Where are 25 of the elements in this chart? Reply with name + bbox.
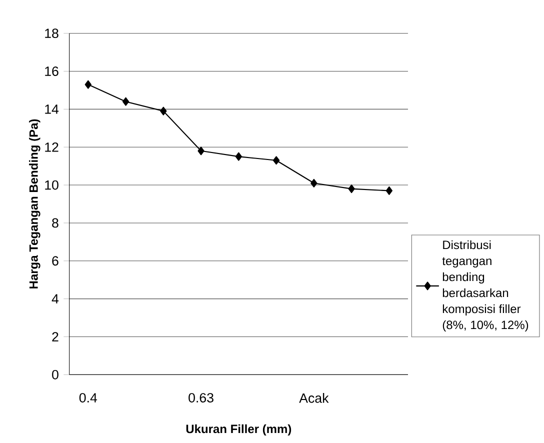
y-tick-label: 10 xyxy=(45,180,58,190)
x-axis-title: Ukuran Filler (mm) xyxy=(186,424,292,436)
x-tick-label: 0.63 xyxy=(188,393,214,403)
y-tick-label: 12 xyxy=(45,142,58,152)
y-tick-label: 16 xyxy=(45,66,58,76)
y-tick-label: 4 xyxy=(52,294,59,304)
point xyxy=(198,146,204,156)
point xyxy=(272,156,280,165)
y-tick-label: 18 xyxy=(45,28,58,38)
point xyxy=(160,106,167,116)
y-tick-label: 14 xyxy=(45,104,59,114)
point xyxy=(235,152,242,162)
point xyxy=(84,80,92,89)
y-axis-title: Harga Tegangan Bending (Pa) xyxy=(29,120,40,289)
point xyxy=(310,179,318,188)
x-tick-label: 0.4 xyxy=(79,393,98,403)
y-tick-label: 6 xyxy=(52,256,58,266)
y-tick-label: 0 xyxy=(52,370,58,380)
legend-label: Distribusi tegangan bending berdasarkan komposisi filler (8%, 10%, 12%) xyxy=(442,240,528,332)
point xyxy=(348,184,355,194)
point xyxy=(386,186,393,196)
x-tick-label: Acak xyxy=(299,393,329,404)
y-tick-label: 8 xyxy=(52,218,58,228)
y-tick-label: 2 xyxy=(52,332,58,342)
point xyxy=(122,98,130,106)
